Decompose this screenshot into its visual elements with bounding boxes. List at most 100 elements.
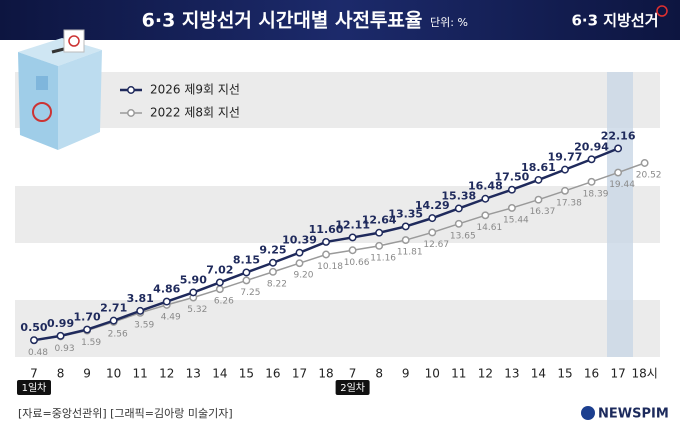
x-tick-label: 18시: [631, 367, 657, 381]
point: [215, 285, 224, 294]
point: [481, 194, 490, 203]
day-label: 2일차: [340, 382, 365, 394]
x-tick-label: 14: [531, 367, 546, 381]
value-label: 10.18: [317, 262, 343, 272]
value-label: 20.94: [574, 140, 609, 153]
x-tick-label: 7: [30, 367, 38, 381]
value-label: 8.15: [233, 253, 260, 266]
point: [401, 222, 410, 231]
logo-mark: [656, 5, 668, 17]
value-label: 14.29: [415, 199, 450, 212]
highlight: [607, 72, 633, 357]
value-label: 17.50: [495, 171, 530, 184]
ballot-box: [18, 29, 102, 150]
value-label: 9.25: [259, 244, 286, 257]
legend-label: 2026 제9회 지선: [150, 83, 240, 97]
point: [375, 241, 384, 250]
value-label: 4.86: [153, 283, 180, 296]
x-tick-label: 9: [83, 367, 91, 381]
point: [428, 214, 437, 223]
value-label: 2.56: [108, 329, 128, 339]
point: [269, 267, 277, 276]
value-label: 5.32: [187, 305, 207, 315]
point: [56, 331, 65, 340]
x-tick-label: 11: [133, 367, 148, 381]
value-label: 0.50: [20, 321, 47, 334]
point: [454, 219, 463, 228]
point: [322, 237, 330, 246]
point: [507, 204, 516, 212]
day-badge: [335, 380, 370, 395]
legend-marker: [127, 109, 135, 117]
brand-mark: [581, 406, 595, 420]
point: [215, 278, 224, 287]
point: [295, 259, 304, 268]
point: [534, 195, 543, 204]
value-label: 12.64: [362, 214, 397, 227]
value-label: 12.11: [335, 218, 370, 231]
point: [428, 228, 437, 237]
value-label: 18.61: [521, 161, 556, 174]
value-label: 22.16: [601, 129, 636, 142]
point: [109, 316, 118, 325]
point: [614, 144, 623, 153]
x-tick-label: 18: [318, 367, 333, 381]
x-tick-label: 7: [349, 367, 357, 381]
x-tick-label: 15: [557, 367, 572, 381]
value-label: 6.26: [214, 297, 234, 307]
value-label: 19.44: [609, 180, 635, 190]
point: [401, 236, 410, 245]
value-label: 3.81: [127, 292, 154, 305]
x-tick-label: 17: [610, 367, 625, 381]
point: [587, 155, 596, 164]
brand: NEWSPIM: [598, 407, 669, 422]
value-label: 9.20: [293, 271, 313, 281]
source: [자료=중앙선관위] [그래픽=김아랑 미술기자]: [18, 407, 233, 420]
point: [322, 250, 330, 259]
value-label: 13.35: [388, 207, 423, 220]
x-tick-label: 10: [106, 367, 121, 381]
value-label: 13.65: [450, 231, 476, 241]
x-tick-label: 10: [425, 367, 440, 381]
point: [534, 175, 543, 184]
point: [348, 233, 357, 242]
point: [242, 268, 251, 277]
point: [614, 168, 623, 177]
x-tick-label: 13: [186, 367, 201, 381]
x-tick-label: 16: [584, 367, 599, 381]
value-label: 8.22: [267, 279, 287, 289]
logo: 6·3 지방선거: [572, 12, 659, 30]
value-label: 0.93: [55, 344, 75, 354]
x-tick-label: 17: [292, 367, 307, 381]
value-label: 16.48: [468, 180, 503, 193]
point: [162, 297, 171, 306]
point: [189, 288, 198, 297]
unit: 단위: %: [430, 16, 468, 29]
value-label: 11.60: [309, 223, 344, 236]
value-label: 3.59: [134, 320, 154, 330]
value-label: 7.02: [206, 263, 233, 276]
band: [15, 300, 660, 357]
value-label: 0.48: [28, 348, 48, 358]
point: [348, 246, 357, 255]
legend-label: 2022 제8회 지선: [150, 106, 240, 120]
value-label: 20.52: [636, 170, 662, 180]
point: [481, 211, 490, 220]
value-label: 10.66: [344, 258, 370, 268]
value-label: 15.44: [503, 215, 529, 225]
x-tick-label: 11: [451, 367, 466, 381]
chart-title: 6·3 지방선거 시간대별 사전투표율: [142, 10, 423, 32]
point: [242, 276, 251, 285]
value-label: 5.90: [180, 273, 207, 286]
x-tick-label: 8: [375, 367, 383, 381]
point: [295, 248, 304, 257]
point: [454, 204, 463, 213]
point: [269, 258, 277, 267]
day-badge: [17, 380, 51, 395]
value-label: 0.99: [47, 317, 74, 330]
value-label: 19.77: [548, 151, 583, 164]
legend-marker: [127, 86, 135, 94]
value-label: 7.25: [240, 288, 260, 298]
value-label: 2.71: [100, 302, 127, 315]
